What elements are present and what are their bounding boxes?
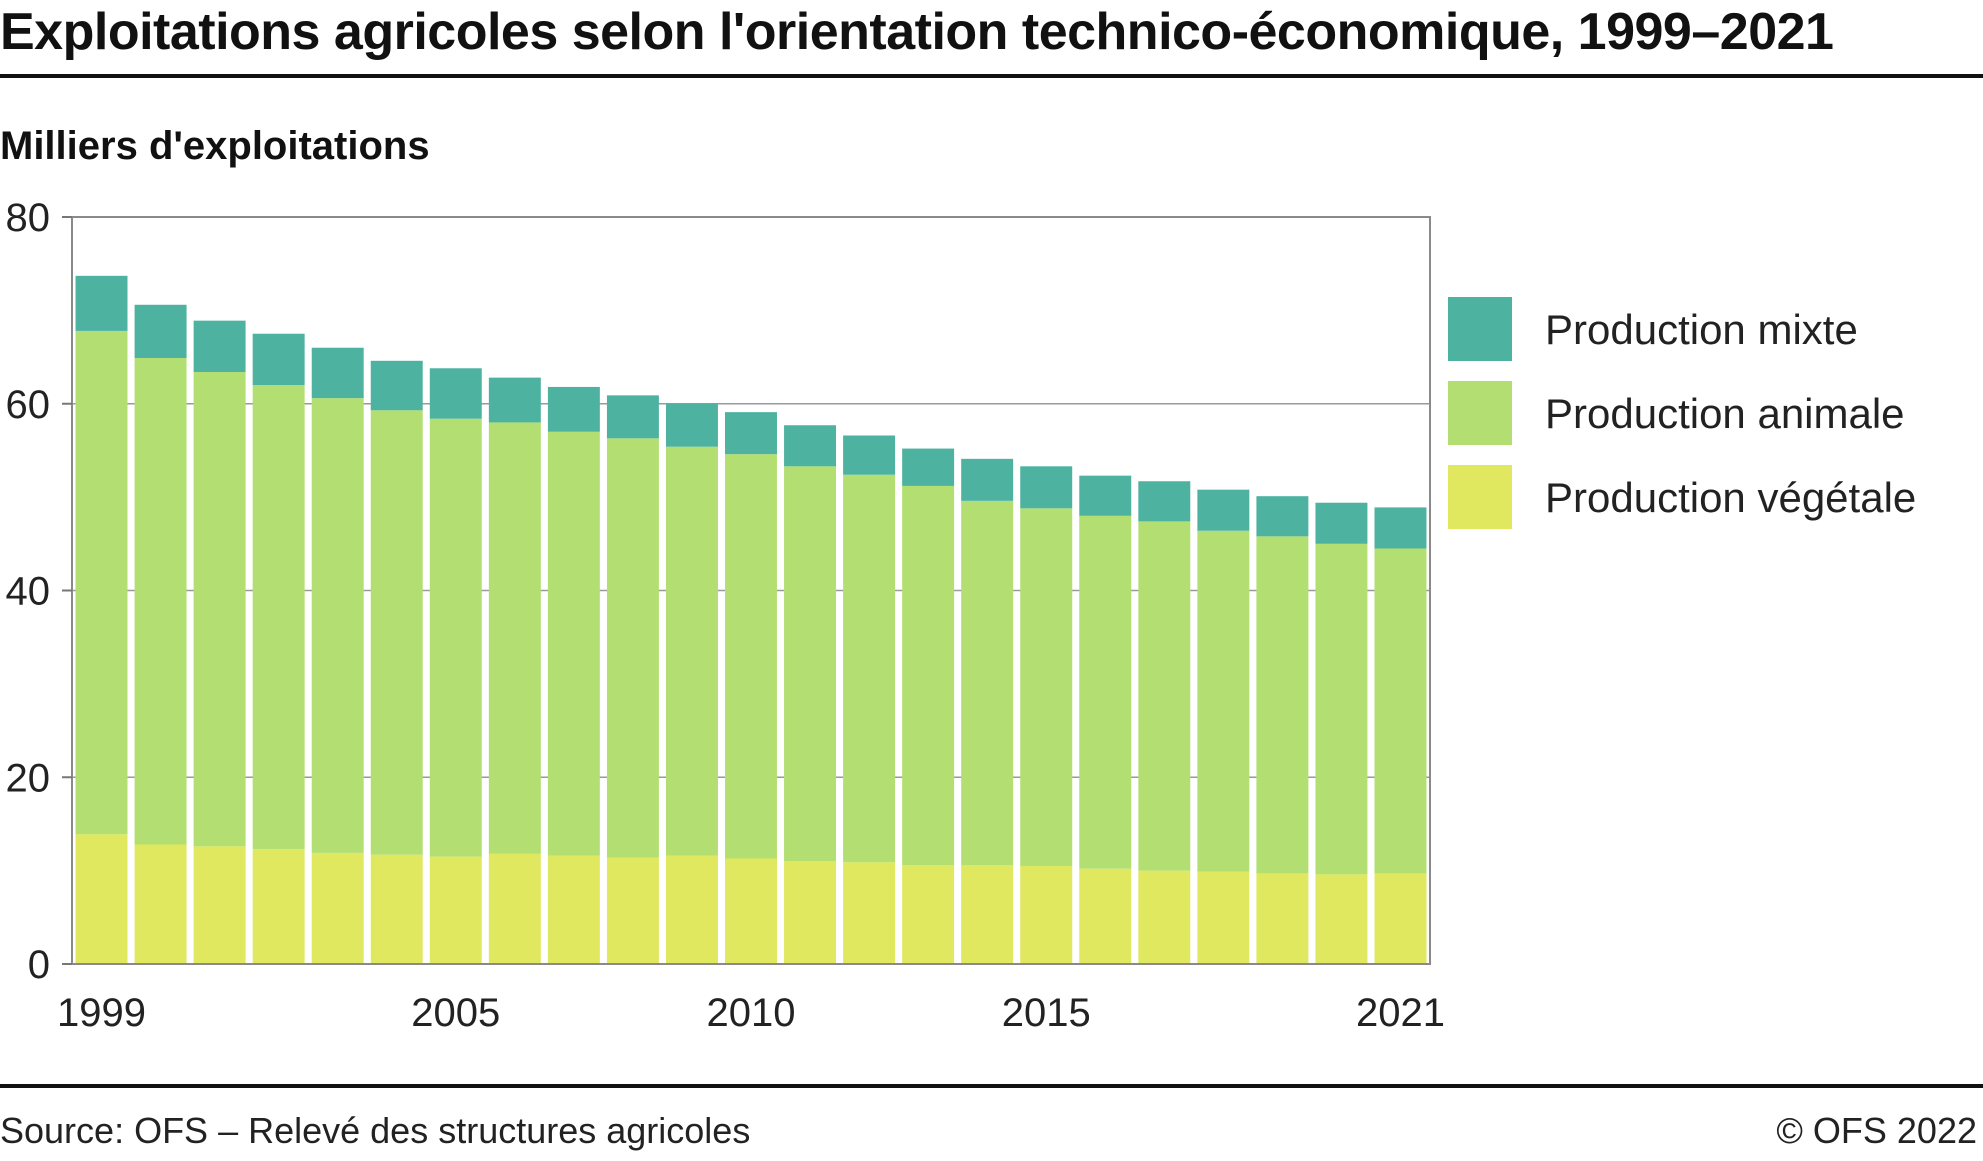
bar-2004-series-2 [370, 360, 423, 411]
bar-2021-series-2 [1374, 507, 1427, 549]
bar-1999-series-2 [75, 275, 128, 331]
bar-2002-series-2 [252, 333, 305, 386]
x-tick-label: 2015 [1002, 991, 1091, 1035]
bar-2012-series-2 [843, 435, 896, 475]
bar-2005-series-0 [429, 856, 482, 964]
bar-2003-series-0 [311, 852, 364, 964]
bar-2003-series-2 [311, 347, 364, 399]
x-ticks: 1999 2005 2010 2015 2021 [57, 991, 1445, 1035]
legend-swatch [1448, 381, 1512, 445]
y-axis-label: Milliers d'exploitations [0, 124, 430, 168]
bar-2020-series-1 [1315, 543, 1368, 875]
bar-2004-series-1 [370, 410, 423, 855]
bar-2021-series-1 [1374, 548, 1427, 874]
legend-swatch [1448, 297, 1512, 361]
bar-2017-series-0 [1138, 870, 1191, 965]
bar-2000-series-2 [134, 304, 187, 358]
x-tick-label: 1999 [57, 991, 146, 1035]
bar-2010-series-2 [725, 412, 777, 455]
y-tick-label: 0 [28, 943, 50, 987]
y-ticks: 0 20 40 60 80 [6, 196, 72, 987]
bar-1999-series-0 [75, 834, 128, 964]
y-tick-label: 80 [6, 196, 51, 240]
legend-swatch [1448, 465, 1512, 529]
bar-2006-series-2 [488, 377, 541, 423]
copyright-note: © OFS 2022 [1776, 1110, 1977, 1151]
bar-2014-series-2 [961, 458, 1014, 501]
bar-2003-series-1 [311, 398, 364, 853]
bar-2016-series-1 [1079, 515, 1132, 869]
bar-2014-series-1 [961, 500, 1014, 866]
bar-2014-series-0 [961, 865, 1014, 964]
bar-2001-series-0 [193, 846, 246, 964]
bar-2018-series-0 [1197, 871, 1250, 964]
bar-2011-series-1 [784, 466, 837, 862]
legend: Production mixte Production animale Produc… [1448, 297, 1916, 529]
bar-1999-series-1 [75, 330, 128, 835]
bar-2017-series-2 [1138, 481, 1191, 522]
bar-2019-series-0 [1256, 873, 1309, 964]
bar-2007-series-0 [547, 855, 600, 964]
bar-2018-series-2 [1197, 489, 1250, 531]
bar-2020-series-0 [1315, 874, 1368, 964]
y-tick-label: 60 [6, 383, 51, 427]
bar-2016-series-0 [1079, 868, 1132, 964]
legend-label: Production végétale [1545, 474, 1916, 521]
x-tick-label: 2021 [1356, 991, 1445, 1035]
bar-2018-series-1 [1197, 530, 1250, 872]
bar-2015-series-0 [1020, 865, 1073, 964]
bar-2015-series-2 [1020, 466, 1073, 509]
bar-2002-series-1 [252, 385, 305, 850]
bars [75, 275, 1427, 965]
bar-2004-series-0 [370, 854, 423, 964]
bar-2006-series-0 [488, 853, 541, 964]
legend-label: Production animale [1545, 390, 1905, 437]
bar-2001-series-2 [193, 320, 246, 373]
bar-2008-series-0 [606, 857, 659, 964]
bar-2001-series-1 [193, 372, 246, 847]
legend-label: Production mixte [1545, 306, 1858, 353]
bar-2009-series-1 [665, 446, 718, 856]
bar-2000-series-1 [134, 358, 187, 845]
chart-title: Exploitations agricoles selon l'orientat… [0, 3, 1834, 61]
bar-2016-series-2 [1079, 475, 1132, 516]
x-tick-label: 2010 [707, 991, 796, 1035]
y-tick-label: 20 [6, 756, 51, 800]
bar-2013-series-0 [902, 865, 955, 964]
bar-2013-series-2 [902, 448, 955, 486]
x-tick-label: 2005 [411, 991, 500, 1035]
bar-2019-series-2 [1256, 496, 1309, 537]
bar-2009-series-2 [665, 403, 718, 447]
bar-2005-series-2 [429, 368, 482, 419]
bar-2021-series-0 [1374, 873, 1427, 964]
bar-2007-series-2 [547, 386, 600, 432]
bar-2000-series-0 [134, 844, 187, 964]
bar-2012-series-1 [843, 474, 896, 863]
bar-2009-series-0 [665, 855, 718, 964]
source-note: Source: OFS – Relevé des structures agri… [0, 1110, 751, 1151]
bar-2008-series-1 [606, 438, 659, 858]
top-rule [0, 74, 1983, 78]
bar-2012-series-0 [843, 862, 896, 964]
bottom-rule [0, 1084, 1983, 1088]
bar-2017-series-1 [1138, 521, 1191, 871]
bar-2011-series-2 [784, 425, 837, 467]
bar-2010-series-1 [725, 454, 777, 859]
y-tick-label: 40 [6, 570, 51, 614]
bar-2011-series-0 [784, 861, 837, 964]
stacked-bar-chart: 0 20 40 60 80 1999 2005 2010 2015 2021 Productio… [6, 196, 1917, 1035]
bar-2005-series-1 [429, 418, 482, 857]
bar-2002-series-0 [252, 849, 305, 964]
bar-2007-series-1 [547, 431, 600, 856]
bar-2008-series-2 [606, 395, 659, 439]
bar-2020-series-2 [1315, 502, 1368, 544]
bar-2019-series-1 [1256, 536, 1309, 874]
bar-2015-series-1 [1020, 508, 1073, 866]
bar-2013-series-1 [902, 485, 955, 866]
bar-2010-series-0 [725, 858, 777, 964]
bar-2006-series-1 [488, 422, 541, 854]
